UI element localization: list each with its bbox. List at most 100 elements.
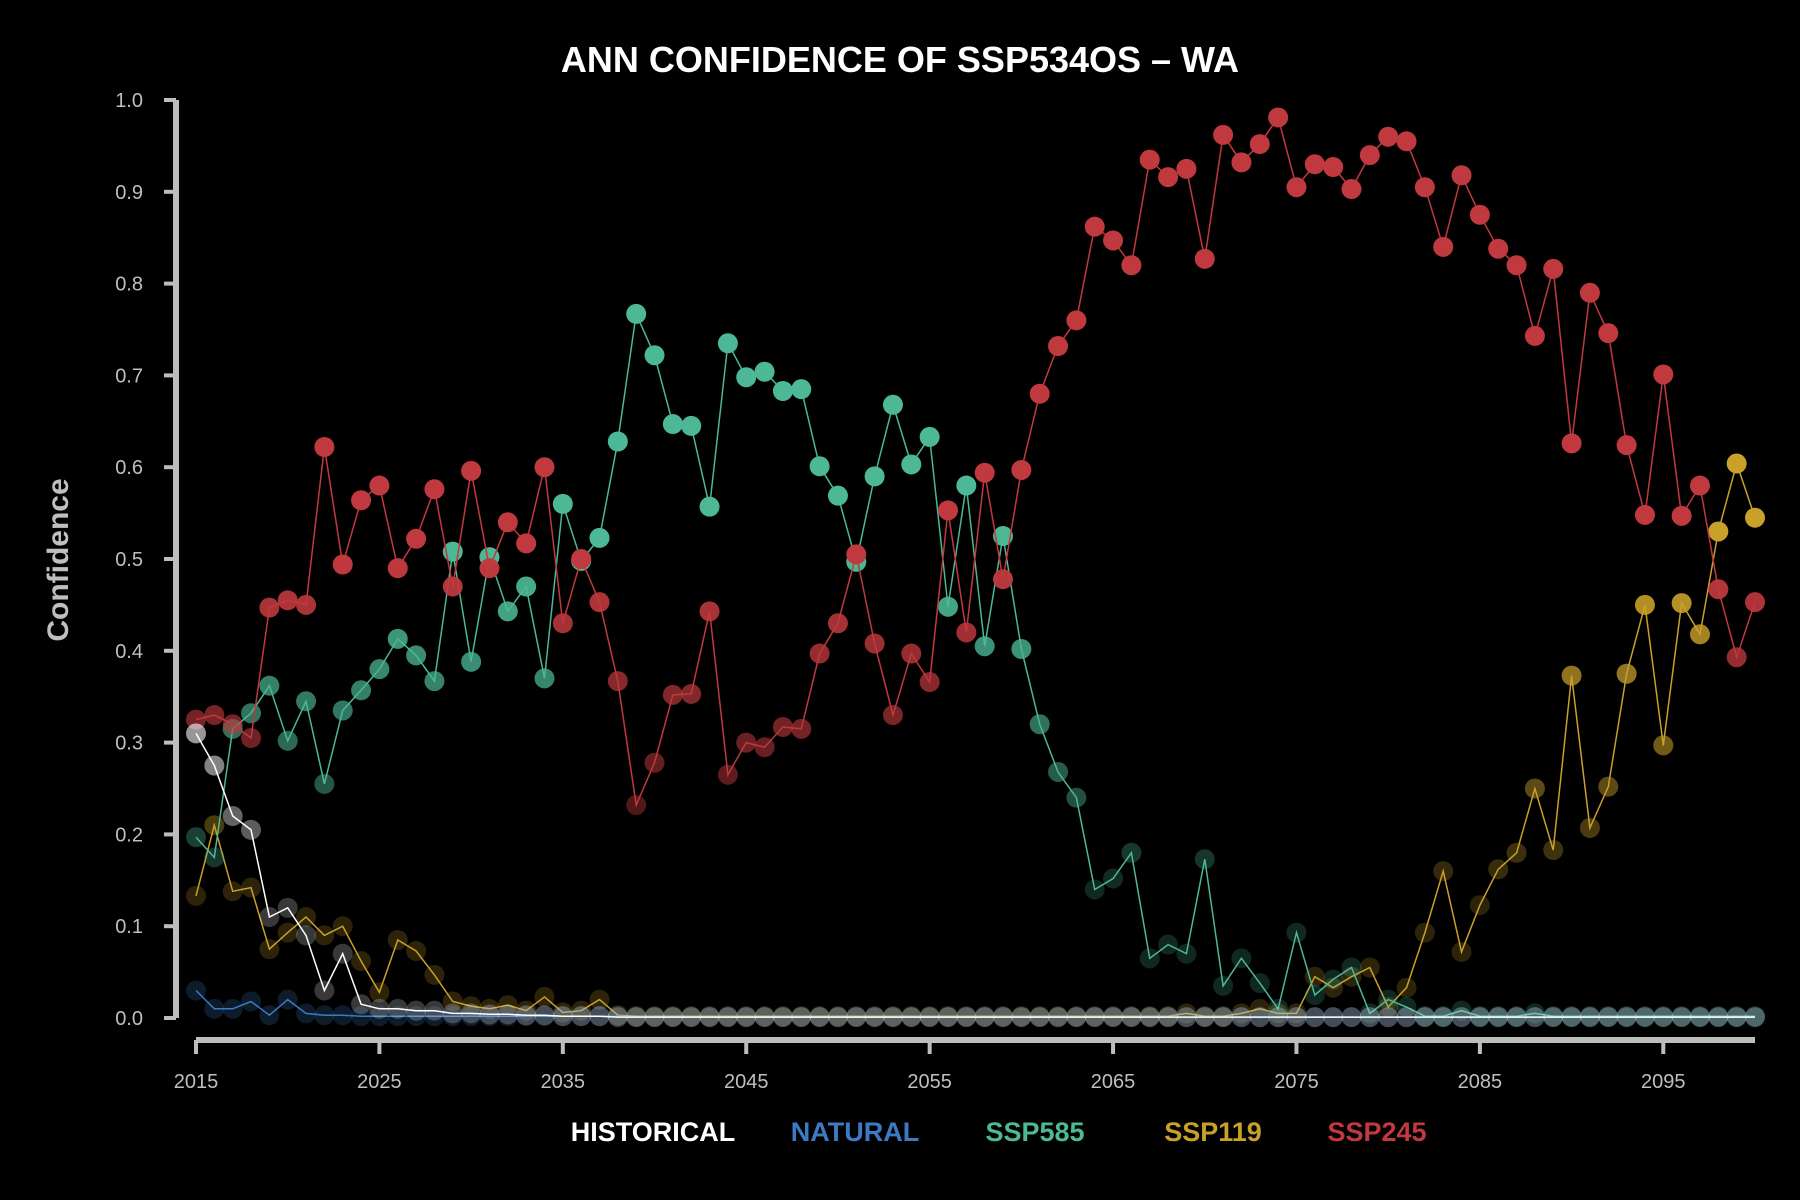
data-point-ssp585: [1726, 1006, 1747, 1027]
data-point-historical: [699, 1007, 720, 1028]
data-point-ssp585: [1598, 1006, 1619, 1027]
data-point-ssp245: [589, 592, 610, 613]
data-point-ssp585: [1634, 1006, 1655, 1027]
data-point-ssp119: [736, 1006, 757, 1027]
data-point-historical: [1268, 1007, 1289, 1028]
data-point-ssp119: [937, 1006, 958, 1027]
y-tick-label: 0.5: [115, 549, 143, 571]
data-point-ssp585: [993, 526, 1014, 547]
data-point-ssp245: [1433, 236, 1454, 257]
data-point-ssp119: [1598, 776, 1619, 797]
data-point-ssp585: [1433, 1006, 1454, 1027]
data-point-ssp119: [1671, 593, 1692, 614]
data-point-ssp245: [1708, 579, 1729, 600]
data-point-historical: [1524, 1007, 1545, 1028]
data-point-historical: [406, 1000, 427, 1021]
data-point-historical: [1176, 1007, 1197, 1028]
data-point-ssp585: [424, 671, 445, 692]
data-point-ssp585: [1359, 1003, 1380, 1024]
data-point-ssp245: [772, 716, 793, 737]
data-point-ssp585: [1561, 1006, 1582, 1027]
axes: 0.0 0.1 0.2 0.3 0.4 0.5 0.6 0.7 0.8 0.9 1.0 2015 202…: [115, 90, 1755, 1093]
data-point-ssp119: [1084, 1006, 1105, 1027]
data-point-ssp245: [1231, 152, 1252, 173]
data-point-historical: [1414, 1007, 1435, 1028]
x-tick-label: 2035: [541, 1071, 586, 1093]
data-point-historical: [644, 1007, 665, 1028]
data-point-ssp585: [1323, 969, 1344, 990]
data-point-ssp585: [1286, 922, 1307, 943]
data-point-historical: [1103, 1007, 1124, 1028]
data-point-natural: [222, 998, 243, 1019]
data-point-historical: [534, 1005, 555, 1026]
data-point-ssp585: [1084, 879, 1105, 900]
y-tick-label: 0.6: [115, 457, 143, 479]
x-tick-label: 2095: [1641, 1071, 1686, 1093]
data-point-ssp119: [1176, 1003, 1197, 1024]
data-point-ssp585: [351, 680, 372, 701]
data-point-historical: [1689, 1007, 1710, 1028]
data-point-natural: [204, 998, 225, 1019]
data-point-ssp585: [1543, 1006, 1564, 1027]
data-point-ssp119: [406, 940, 427, 961]
data-point-historical: [1745, 1007, 1765, 1028]
data-point-natural: [332, 1005, 353, 1026]
data-point-historical: [993, 1007, 1014, 1028]
legend-item-ssp245: SSP245: [1327, 1117, 1426, 1147]
data-point-ssp585: [1708, 1006, 1729, 1027]
data-point-ssp119: [626, 1006, 647, 1027]
data-point-ssp119: [369, 982, 390, 1003]
data-point-historical: [1653, 1007, 1674, 1028]
data-point-historical: [846, 1007, 867, 1028]
data-point-ssp585: [754, 361, 775, 382]
data-point-ssp585: [919, 426, 940, 447]
data-point-historical: [1213, 1007, 1234, 1028]
y-tick-label: 0.8: [115, 274, 143, 296]
data-point-ssp245: [1653, 364, 1674, 385]
data-point-historical: [974, 1007, 995, 1028]
data-point-historical: [1616, 1007, 1637, 1028]
data-point-historical: [351, 994, 372, 1015]
data-point-ssp245: [1249, 134, 1270, 155]
data-point-ssp585: [497, 601, 518, 622]
data-point-ssp585: [1121, 842, 1142, 863]
data-point-ssp585: [1268, 998, 1289, 1019]
data-point-ssp245: [424, 479, 445, 500]
data-point-ssp119: [607, 1005, 628, 1026]
data-point-ssp585: [626, 303, 647, 324]
data-point-natural: [186, 980, 206, 1001]
data-point-natural: [497, 1006, 518, 1027]
data-point-ssp245: [1469, 204, 1490, 225]
data-point-ssp245: [1304, 154, 1325, 175]
legend-item-historical: HISTORICAL: [571, 1117, 736, 1147]
data-point-ssp245: [1268, 107, 1289, 128]
data-point-historical: [919, 1007, 940, 1028]
data-point-historical: [1323, 1007, 1344, 1028]
data-point-historical: [1396, 1007, 1417, 1028]
data-point-ssp245: [1139, 149, 1160, 170]
data-point-historical: [1048, 1007, 1069, 1028]
data-point-ssp245: [1084, 216, 1105, 237]
data-point-ssp119: [1158, 1006, 1179, 1027]
data-point-ssp245: [332, 554, 353, 575]
data-point-ssp119: [827, 1006, 848, 1027]
data-point-ssp119: [1139, 1006, 1160, 1027]
data-point-historical: [442, 1003, 463, 1024]
data-point-ssp119: [1414, 922, 1435, 943]
data-point-ssp245: [222, 714, 243, 735]
data-point-historical: [1451, 1007, 1472, 1028]
data-point-ssp585: [736, 367, 757, 388]
data-point-historical: [1121, 1007, 1142, 1028]
data-point-historical: [1671, 1007, 1692, 1028]
data-point-historical: [1561, 1007, 1582, 1028]
data-point-ssp585: [1378, 989, 1399, 1010]
series-line-ssp245: [195, 115, 1756, 808]
data-point-historical: [791, 1007, 812, 1028]
data-point-ssp245: [644, 752, 665, 773]
data-point-historical: [717, 1007, 738, 1028]
data-point-ssp119: [1121, 1006, 1142, 1027]
data-point-ssp245: [571, 549, 592, 569]
data-point-ssp585: [277, 730, 298, 751]
data-point-ssp245: [1543, 258, 1564, 279]
data-point-natural: [277, 989, 298, 1010]
